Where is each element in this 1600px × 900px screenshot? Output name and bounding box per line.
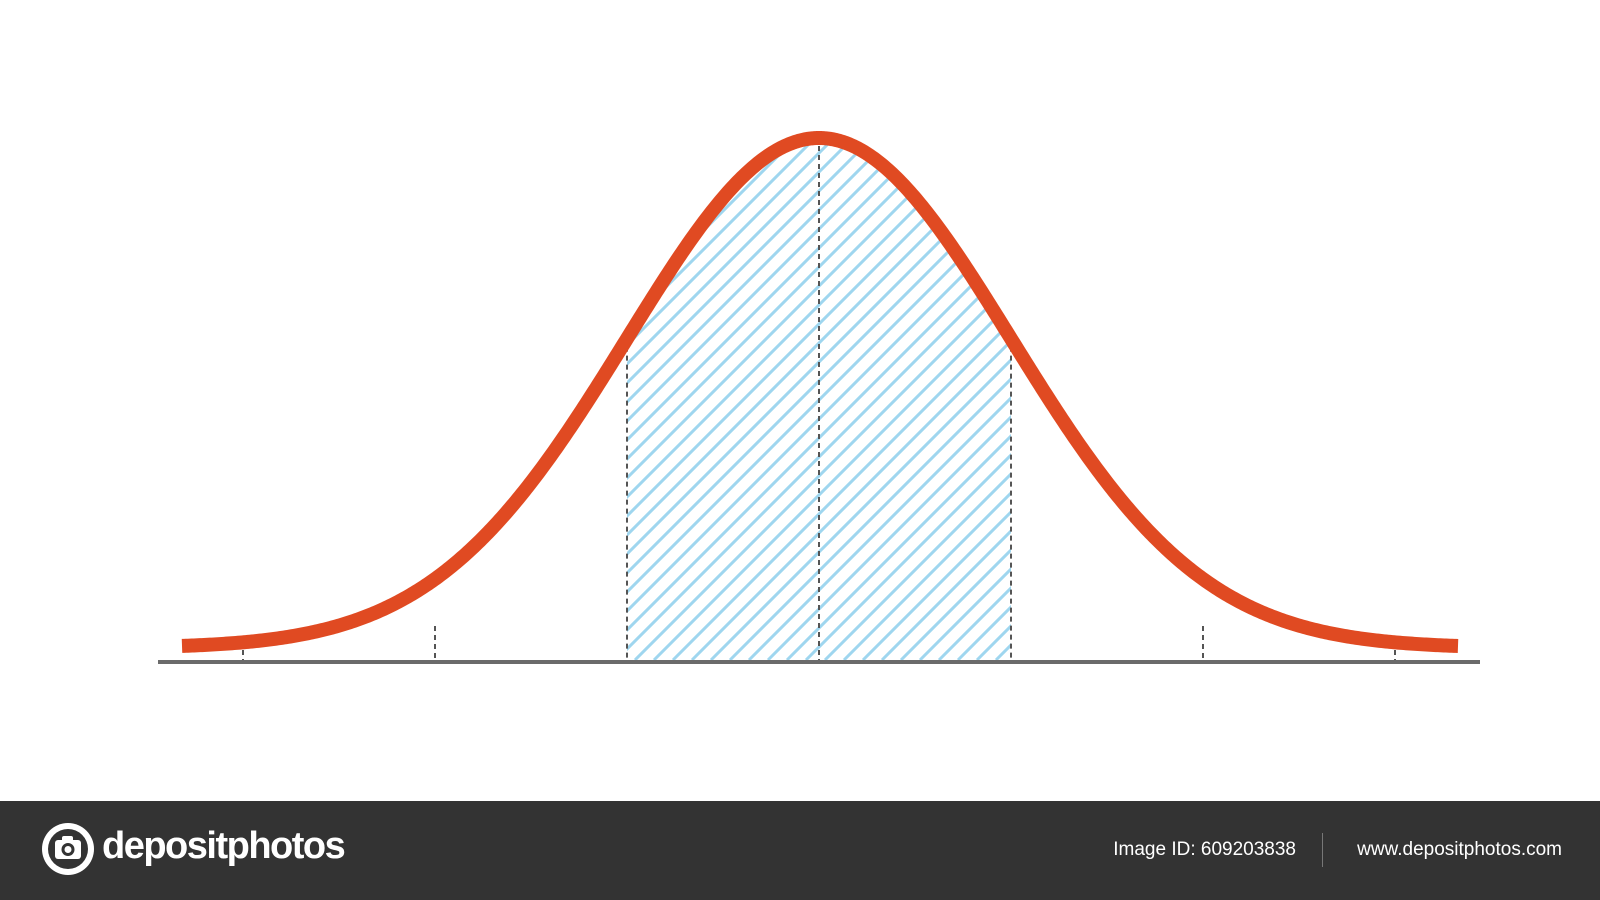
hatch-line: [627, 138, 798, 660]
hatch-line: [627, 138, 1011, 660]
hatch-line: [627, 138, 836, 660]
hatch-line: [1547, 100, 1600, 660]
hatch-line: [65, 100, 625, 660]
hatch-line: [937, 138, 1011, 660]
hatch-line: [1585, 100, 1600, 660]
hatch-line: [1015, 100, 1575, 660]
sigma-markers: [242, 146, 1396, 660]
hatch-line: [627, 138, 912, 660]
hatch-line: [842, 138, 1011, 660]
hatch-line: [627, 138, 855, 660]
separator: [1322, 833, 1323, 867]
hatch-line: [627, 138, 969, 660]
hatch-line: [994, 138, 1011, 660]
hatch-line: [671, 138, 1011, 660]
hatch-line: [627, 138, 893, 660]
hatch-line: [728, 138, 1011, 660]
hatch-line: [627, 138, 988, 660]
hatch-line: [766, 138, 1011, 660]
hatch-line: [1452, 100, 1600, 660]
hatch-line: [1148, 100, 1600, 660]
hatch-line: [627, 138, 931, 660]
hatch-line: [823, 138, 1011, 660]
hatch-line: [1566, 100, 1600, 660]
hatch-line: [627, 138, 703, 660]
hatch-line: [1072, 100, 1600, 660]
hatch-line: [1243, 100, 1600, 660]
brand-logo: [42, 823, 94, 875]
hatch-line: [652, 138, 1011, 660]
bell-curve: [177, 131, 1463, 653]
hatch-line: [627, 138, 665, 660]
footer: depositphotos Image ID: 609203838 www.de…: [0, 801, 1600, 900]
hatched-area: [27, 100, 1600, 660]
hatch-line: [975, 138, 1011, 660]
hatch-line: [627, 138, 1011, 660]
hatch-line: [627, 138, 1011, 660]
hatch-line: [1300, 100, 1600, 660]
hatch-line: [1490, 100, 1600, 660]
hatch-line: [1034, 100, 1594, 660]
hatch-line: [1395, 100, 1600, 660]
hatch-line: [1110, 100, 1600, 660]
hatch-line: [1205, 100, 1600, 660]
hatch-line: [1319, 100, 1600, 660]
hatch-line: [627, 138, 950, 660]
hatch-line: [899, 138, 1011, 660]
hatch-line: [1224, 100, 1600, 660]
hatch-line: [1167, 100, 1600, 660]
hatch-line: [633, 138, 1011, 660]
hatch-line: [785, 138, 1011, 660]
hatch-line: [627, 138, 760, 660]
hatch-line: [1053, 100, 1600, 660]
hatch-line: [861, 138, 1011, 660]
image-id: Image ID: 609203838: [1113, 839, 1296, 860]
hatch-line: [627, 138, 1011, 660]
hatch-line: [1433, 100, 1600, 660]
brand-name: depositphotos: [102, 825, 346, 867]
hatch-line: [1471, 100, 1600, 660]
hatch-line: [1262, 100, 1600, 660]
hatch-line: [627, 138, 741, 660]
hatch-line: [1509, 100, 1600, 660]
hatch-line: [1338, 100, 1600, 660]
hatch-line: [1414, 100, 1600, 660]
bell-curve-illustration: [27, 100, 1600, 664]
hatch-line: [627, 138, 646, 660]
hatch-line: [627, 138, 1011, 660]
website: www.depositphotos.com: [1357, 839, 1562, 860]
hatch-line: [27, 100, 587, 660]
hatch-line: [1357, 100, 1600, 660]
hatch-line: [1528, 100, 1600, 660]
hatch-line: [627, 138, 1011, 660]
hatch-line: [1281, 100, 1600, 660]
hatch-line: [1186, 100, 1600, 660]
hatch-line: [709, 138, 1011, 660]
hatch-line: [627, 138, 779, 660]
hatch-line: [804, 138, 1011, 660]
hatch-line: [880, 138, 1011, 660]
hatch-line: [747, 138, 1011, 660]
hatch-line: [1091, 100, 1600, 660]
hatch-line: [627, 138, 874, 660]
hatch-line: [1376, 100, 1600, 660]
hatch-line: [690, 138, 1011, 660]
hatch-line: [627, 138, 1007, 660]
hatch-line: [46, 100, 606, 660]
